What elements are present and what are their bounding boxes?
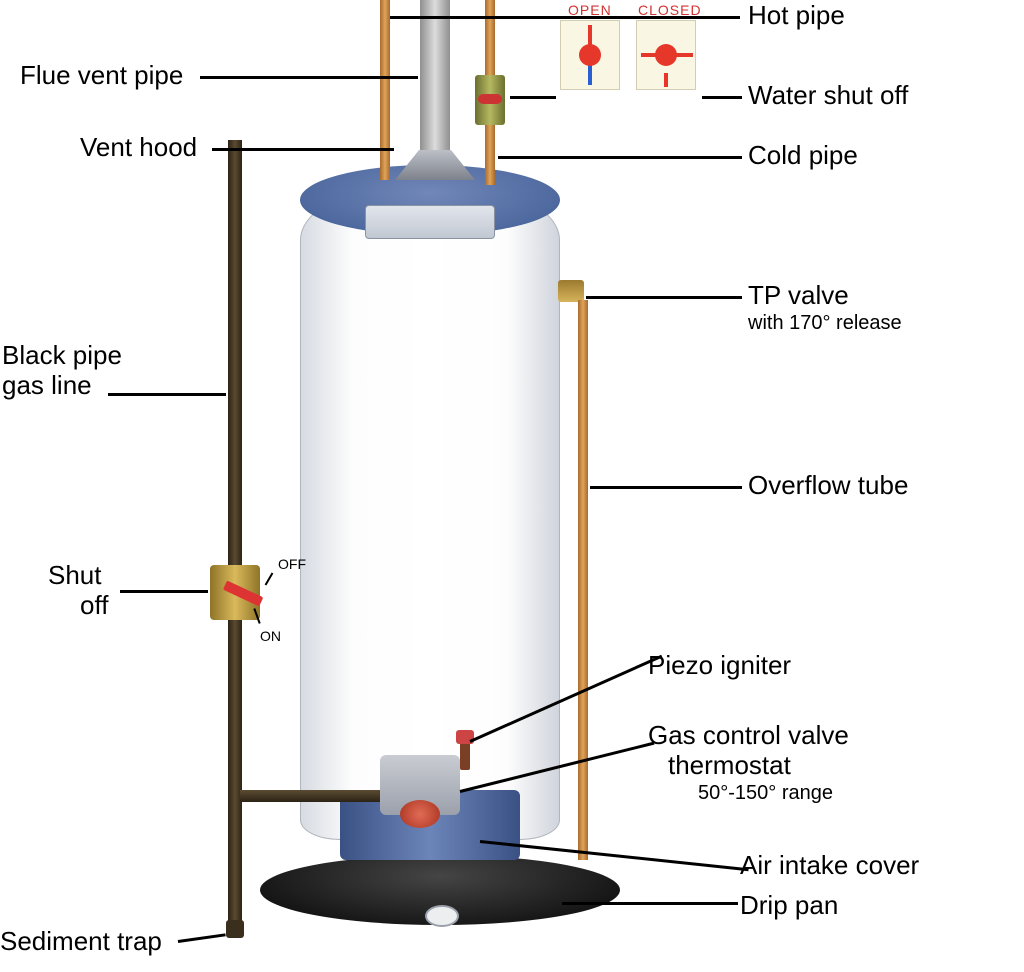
label-off: off — [80, 590, 108, 621]
water-shutoff-handle — [478, 94, 502, 104]
leader-drip-pan — [562, 902, 738, 905]
leader-cold-pipe — [498, 156, 742, 159]
tank-body — [300, 180, 560, 840]
leader-tp-valve — [586, 296, 742, 299]
label-sediment-trap: Sediment trap — [0, 926, 162, 957]
label-valve-on: ON — [260, 628, 281, 644]
label-shut: Shut — [48, 560, 102, 591]
leader-water-shutoff-b — [702, 96, 742, 99]
label-water-shut-off: Water shut off — [748, 80, 908, 111]
label-piezo: Piezo igniter — [648, 650, 791, 681]
leader-hot-pipe — [390, 16, 740, 19]
valve-diagram-open — [560, 20, 620, 90]
valve-diagram-closed — [636, 20, 696, 90]
label-vent-hood: Vent hood — [80, 132, 197, 163]
leader-black-pipe — [108, 393, 226, 396]
drip-pan-shape — [260, 855, 620, 925]
piezo-igniter-stem — [460, 740, 470, 770]
label-drip-pan: Drip pan — [740, 890, 838, 921]
gas-control-dial — [400, 800, 440, 828]
sediment-trap-shape — [226, 920, 244, 938]
label-thermostat: thermostat — [668, 750, 791, 781]
tp-valve-shape — [558, 280, 584, 302]
label-tp-valve-sub: with 170° release — [748, 312, 902, 335]
black-gas-pipe-vertical — [228, 140, 242, 930]
label-thermostat-range: 50°-150° range — [698, 782, 833, 805]
tank-label-plate — [365, 205, 495, 239]
label-hot-pipe: Hot pipe — [748, 0, 845, 31]
leader-sediment — [178, 933, 226, 943]
label-flue-vent-pipe: Flue vent pipe — [20, 60, 183, 91]
leader-flue-vent — [200, 76, 418, 79]
label-air-intake: Air intake cover — [740, 850, 919, 881]
label-gas-line: gas line — [2, 370, 92, 401]
leader-vent-hood — [212, 148, 394, 151]
arrow-off — [265, 572, 274, 585]
label-black-pipe: Black pipe — [2, 340, 122, 371]
leader-shut-off — [120, 590, 208, 593]
black-gas-pipe-horizontal — [240, 790, 380, 802]
label-tp-valve: TP valve — [748, 280, 849, 311]
leader-water-shutoff-a — [510, 96, 556, 99]
label-overflow-tube: Overflow tube — [748, 470, 908, 501]
label-cold-pipe: Cold pipe — [748, 140, 858, 171]
overflow-tube-shape — [578, 300, 588, 860]
label-valve-off: OFF — [278, 556, 306, 572]
leader-overflow — [590, 486, 742, 489]
label-gas-control: Gas control valve — [648, 720, 849, 751]
hot-pipe-shape — [380, 0, 390, 180]
vent-hood-shape — [395, 150, 475, 180]
